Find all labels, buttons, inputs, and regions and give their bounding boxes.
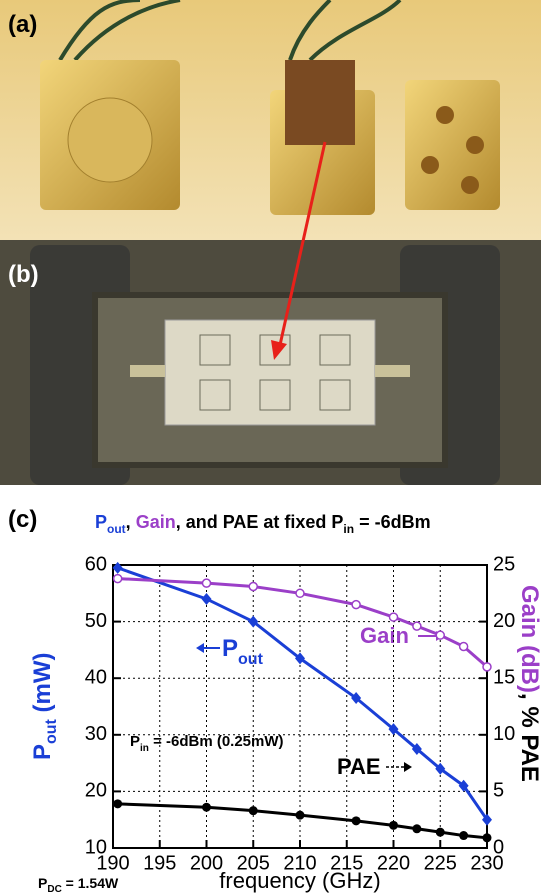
- title-part: Gain: [136, 512, 176, 532]
- annotation: PAE: [337, 754, 381, 779]
- marker: [352, 601, 360, 609]
- y-axis-label: Pout (mW): [29, 652, 60, 760]
- annotation: Gain: [360, 623, 409, 648]
- x-tick-label: 200: [190, 852, 223, 874]
- marker: [483, 663, 491, 671]
- panel-label: (b): [8, 261, 39, 288]
- label-part: (mW): [29, 652, 56, 719]
- series-line: [118, 568, 487, 820]
- label-part: = 1.54W: [62, 875, 119, 891]
- photo-a: (a): [0, 0, 541, 240]
- label-part: out: [43, 718, 60, 744]
- y2-tick-label: 25: [493, 553, 515, 575]
- marker: [202, 803, 211, 812]
- photo-b: (b): [0, 240, 541, 485]
- marker: [114, 575, 122, 583]
- marker: [296, 589, 304, 597]
- label-part: P: [38, 875, 47, 891]
- marker: [113, 799, 122, 808]
- marker: [436, 828, 445, 837]
- y2-tick-label: 5: [493, 780, 504, 802]
- series-line: [118, 804, 487, 838]
- marker: [202, 593, 212, 605]
- y-tick-label: 40: [85, 666, 107, 688]
- label-part: = -6dBm (0.25mW): [149, 733, 284, 750]
- title-part: out: [107, 522, 126, 536]
- title-part: , and PAE at fixed P: [176, 512, 344, 532]
- annotation: PDC = 1.54W: [38, 875, 119, 895]
- annotation-gain: Gain: [360, 623, 444, 648]
- label-part: DC: [47, 884, 61, 895]
- marker: [113, 562, 123, 574]
- x-tick-label: 220: [377, 852, 410, 874]
- label-part: out: [238, 651, 264, 668]
- title-part: P: [95, 512, 107, 532]
- x-tick-label: 225: [424, 852, 457, 874]
- chart-title: Pout, Gain, and PAE at fixed Pin = -6dBm: [95, 512, 431, 536]
- annotation-arrowhead: [196, 643, 204, 653]
- marker: [352, 816, 361, 825]
- label-part: P: [130, 733, 140, 750]
- y2-tick-label: 15: [493, 666, 515, 688]
- marker: [460, 643, 468, 651]
- marker: [249, 583, 257, 591]
- y-tick-label: 50: [85, 610, 107, 632]
- panel-label: (c): [8, 506, 37, 533]
- x-tick-label: 230: [470, 852, 503, 874]
- x-tick-label: 190: [96, 852, 129, 874]
- label-part: , % PAE: [516, 693, 541, 782]
- annotation-arrowhead: [404, 762, 412, 772]
- marker: [390, 613, 398, 621]
- x-tick-label: 205: [237, 852, 270, 874]
- marker: [459, 831, 468, 840]
- x-tick-label: 195: [143, 852, 176, 874]
- x-tick-label: 215: [330, 852, 363, 874]
- marker: [389, 821, 398, 830]
- marker: [412, 824, 421, 833]
- annotation-pae: PAE: [337, 754, 412, 779]
- title-part: in: [343, 522, 354, 536]
- y2-tick-label: 10: [493, 723, 515, 745]
- marker: [413, 622, 421, 630]
- label-part: P: [29, 744, 56, 760]
- marker: [296, 811, 305, 820]
- y-tick-label: 30: [85, 723, 107, 745]
- figure: (a) (b) (c) Pout, Gain, and PAE at fixed…: [0, 0, 541, 896]
- y-tick-label: 20: [85, 780, 107, 802]
- marker: [483, 833, 492, 842]
- title-part: ,: [126, 512, 136, 532]
- annotation: Pout: [222, 635, 264, 668]
- y-tick-label: 60: [85, 553, 107, 575]
- label-part: in: [140, 743, 149, 754]
- panel-label: (a): [8, 11, 37, 38]
- label-part: P: [222, 635, 238, 662]
- y2-tick-label: 20: [493, 610, 515, 632]
- marker: [203, 579, 211, 587]
- x-tick-label: 210: [283, 852, 316, 874]
- label-part: Gain (dB): [516, 585, 541, 693]
- marker: [249, 806, 258, 815]
- marker: [436, 631, 444, 639]
- y2-axis-label: Gain (dB), % PAE: [516, 585, 541, 782]
- title-part: = -6dBm: [354, 512, 431, 532]
